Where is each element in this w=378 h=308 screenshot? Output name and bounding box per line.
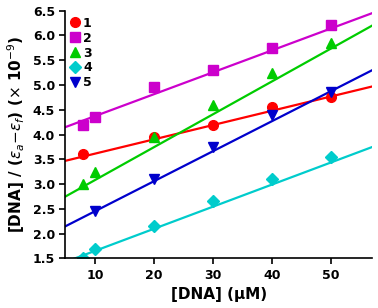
- 5: [152, 177, 156, 181]
- 2: [211, 68, 215, 72]
- 1: [81, 152, 85, 156]
- 1: [270, 105, 274, 109]
- 2: [93, 115, 97, 119]
- 2: [152, 86, 156, 89]
- 4: [81, 257, 85, 260]
- 4: [93, 247, 97, 250]
- 3: [211, 103, 215, 107]
- 2: [81, 123, 85, 127]
- 5: [211, 145, 215, 149]
- 4: [270, 177, 274, 181]
- 5: [329, 91, 333, 94]
- 5: [93, 209, 97, 213]
- 3: [329, 41, 333, 45]
- 3: [81, 182, 85, 186]
- Line: 1: 1: [78, 92, 336, 159]
- 3: [152, 135, 156, 139]
- Line: 5: 5: [90, 87, 336, 216]
- Line: 3: 3: [78, 38, 336, 189]
- 1: [152, 135, 156, 139]
- 4: [152, 225, 156, 228]
- 4: [329, 155, 333, 159]
- 2: [329, 24, 333, 27]
- 1: [211, 123, 215, 127]
- 3: [270, 71, 274, 75]
- 1: [329, 95, 333, 99]
- 2: [270, 46, 274, 50]
- Legend: 1, 2, 3, 4, 5: 1, 2, 3, 4, 5: [69, 14, 94, 92]
- 3: [93, 170, 97, 173]
- 4: [211, 200, 215, 203]
- Line: 2: 2: [78, 21, 336, 129]
- X-axis label: [DNA] (μM): [DNA] (μM): [171, 287, 267, 302]
- Line: 4: 4: [79, 153, 335, 263]
- Y-axis label: [DNA] / ($\varepsilon_a$$-$$\varepsilon_f$) ($\times$ 10$^{-9}$): [DNA] / ($\varepsilon_a$$-$$\varepsilon_…: [6, 36, 27, 233]
- 5: [270, 113, 274, 116]
